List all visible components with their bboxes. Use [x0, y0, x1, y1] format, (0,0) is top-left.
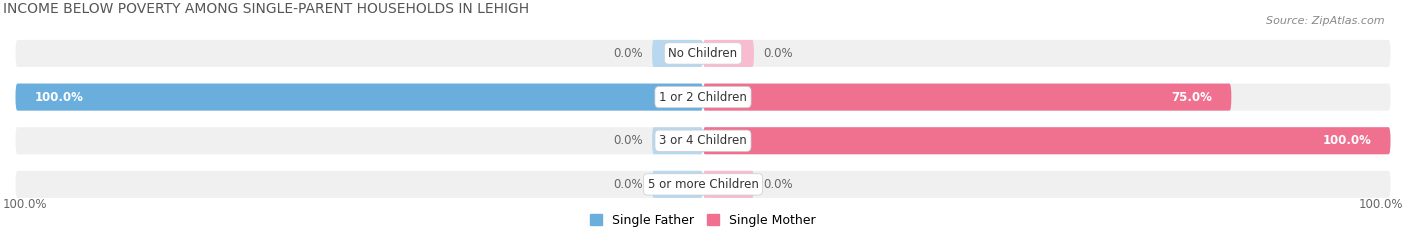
FancyBboxPatch shape — [15, 127, 703, 154]
FancyBboxPatch shape — [703, 171, 754, 198]
Text: 100.0%: 100.0% — [35, 91, 83, 104]
FancyBboxPatch shape — [15, 40, 703, 67]
FancyBboxPatch shape — [15, 84, 703, 111]
Text: 100.0%: 100.0% — [1358, 199, 1403, 212]
FancyBboxPatch shape — [703, 40, 754, 67]
Text: 0.0%: 0.0% — [613, 178, 643, 191]
FancyBboxPatch shape — [703, 171, 1391, 198]
FancyBboxPatch shape — [703, 127, 1391, 154]
Text: No Children: No Children — [668, 47, 738, 60]
Text: 0.0%: 0.0% — [613, 47, 643, 60]
Text: Source: ZipAtlas.com: Source: ZipAtlas.com — [1267, 16, 1385, 26]
FancyBboxPatch shape — [703, 84, 1391, 111]
Text: 100.0%: 100.0% — [3, 199, 48, 212]
Text: INCOME BELOW POVERTY AMONG SINGLE-PARENT HOUSEHOLDS IN LEHIGH: INCOME BELOW POVERTY AMONG SINGLE-PARENT… — [3, 2, 529, 16]
Text: 100.0%: 100.0% — [1323, 134, 1371, 147]
FancyBboxPatch shape — [703, 84, 1232, 111]
Text: 1 or 2 Children: 1 or 2 Children — [659, 91, 747, 104]
Legend: Single Father, Single Mother: Single Father, Single Mother — [585, 209, 821, 232]
Text: 0.0%: 0.0% — [763, 178, 793, 191]
FancyBboxPatch shape — [652, 40, 703, 67]
FancyBboxPatch shape — [15, 84, 703, 111]
FancyBboxPatch shape — [703, 40, 1391, 67]
Text: 75.0%: 75.0% — [1171, 91, 1212, 104]
FancyBboxPatch shape — [652, 171, 703, 198]
FancyBboxPatch shape — [15, 171, 703, 198]
Text: 3 or 4 Children: 3 or 4 Children — [659, 134, 747, 147]
FancyBboxPatch shape — [703, 127, 1391, 154]
Text: 0.0%: 0.0% — [763, 47, 793, 60]
FancyBboxPatch shape — [652, 127, 703, 154]
Text: 5 or more Children: 5 or more Children — [648, 178, 758, 191]
Text: 0.0%: 0.0% — [613, 134, 643, 147]
